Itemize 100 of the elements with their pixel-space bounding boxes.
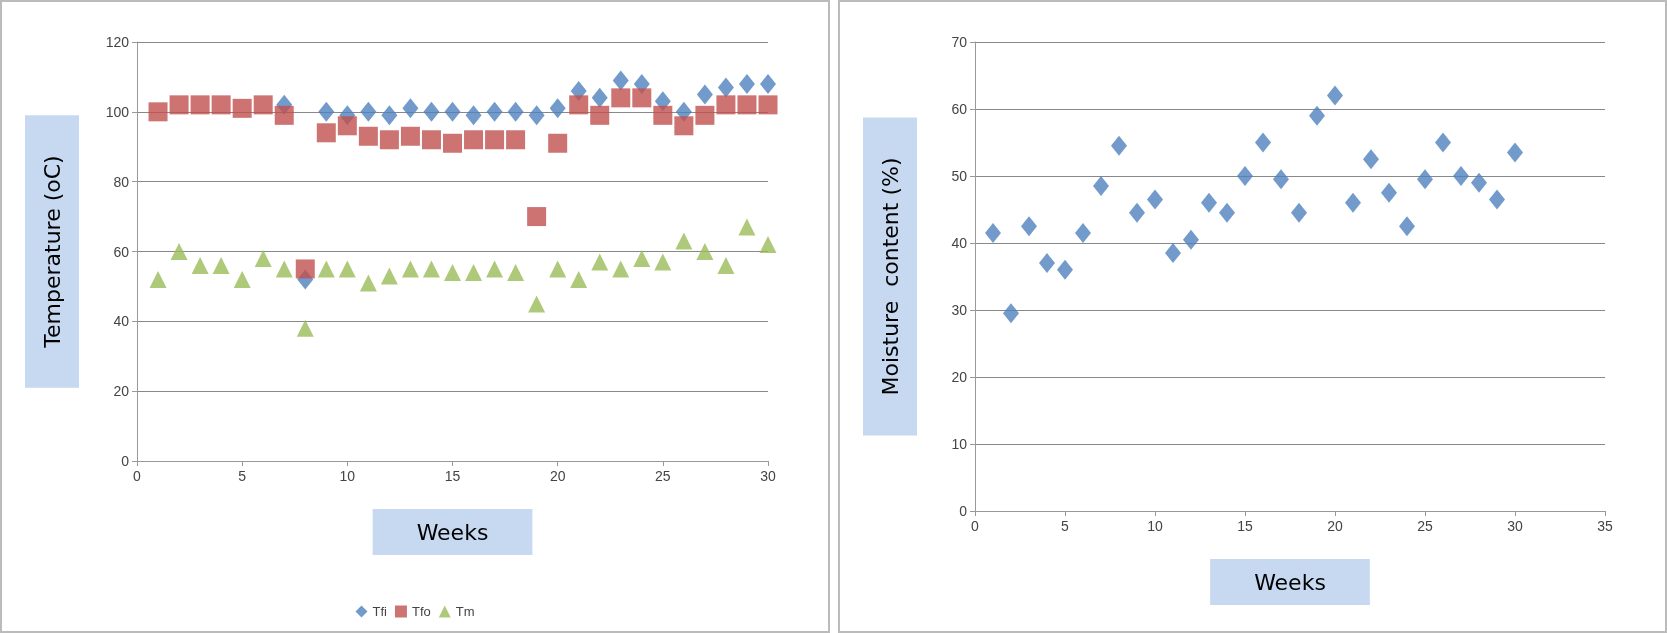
point (985, 222, 1001, 243)
point (696, 84, 713, 105)
point (191, 256, 209, 274)
x-tick-label: 20 (1327, 518, 1343, 534)
point (549, 98, 566, 119)
y-tick-label: 100 (105, 103, 130, 120)
y-tick-label: 120 (105, 34, 130, 50)
point (1291, 202, 1307, 223)
y-tick-label: 60 (113, 243, 130, 260)
point (1129, 202, 1145, 223)
point (169, 95, 189, 115)
point (569, 95, 589, 115)
point (1327, 85, 1343, 106)
point (632, 88, 652, 108)
point (717, 77, 734, 98)
y-axis-title: Temperature (oC) (39, 155, 65, 349)
point (675, 232, 693, 250)
y-tick-label: 70 (951, 34, 968, 50)
point (1435, 132, 1451, 153)
point (379, 130, 399, 150)
point (1075, 222, 1091, 243)
point (612, 260, 630, 278)
point (359, 274, 377, 292)
point (1309, 105, 1325, 126)
x-tick-label: 0 (971, 518, 980, 534)
x-tick-label: 25 (1417, 518, 1433, 534)
point (465, 105, 482, 126)
point (1165, 243, 1181, 264)
point (444, 263, 461, 281)
point (253, 95, 273, 115)
point (1183, 229, 1199, 250)
x-tick-label: 0 (133, 468, 142, 484)
point (528, 105, 545, 126)
point (1453, 166, 1469, 186)
point (275, 260, 293, 278)
y-tick-label: 0 (959, 503, 968, 519)
point (422, 260, 440, 278)
point (506, 130, 526, 150)
x-tick-label: 15 (1237, 518, 1253, 534)
point (674, 116, 694, 136)
point (149, 270, 167, 288)
point (1003, 303, 1019, 324)
point (1111, 135, 1127, 156)
point (1489, 189, 1505, 210)
point (401, 260, 419, 278)
point (527, 207, 547, 227)
point (633, 249, 651, 267)
point (211, 95, 231, 115)
point (548, 133, 568, 153)
point (760, 73, 776, 94)
x-tick-label: 5 (238, 468, 247, 484)
x-tick-label: 35 (1597, 518, 1613, 534)
point (232, 98, 252, 118)
legend-label: Tfi (372, 604, 388, 619)
y-tick-label: 0 (121, 453, 130, 469)
point (1255, 132, 1271, 153)
point (296, 319, 314, 337)
x-tick-label: 25 (655, 468, 671, 484)
point (381, 105, 398, 126)
point (717, 256, 735, 274)
point (233, 270, 251, 288)
point (1237, 166, 1253, 186)
point (1057, 259, 1073, 280)
y-tick-label: 40 (951, 235, 968, 251)
point (1471, 172, 1487, 193)
point (212, 256, 230, 274)
y-tick-label: 20 (113, 383, 130, 400)
point (317, 260, 335, 278)
point (170, 243, 188, 260)
point (738, 73, 755, 94)
point (1219, 202, 1235, 223)
point (1417, 169, 1433, 190)
x-tick-label: 10 (1147, 518, 1163, 534)
point (1021, 216, 1037, 237)
point (444, 101, 461, 122)
point (590, 105, 610, 125)
point (695, 105, 715, 125)
point (758, 95, 778, 115)
legend-label: Tm (455, 604, 475, 619)
point (611, 88, 631, 108)
point (486, 260, 504, 278)
point (295, 259, 315, 279)
x-axis-title: Weeks (1254, 569, 1326, 595)
point (737, 95, 757, 115)
point (759, 236, 777, 254)
point (1273, 169, 1289, 190)
point (400, 126, 420, 146)
point (402, 98, 419, 119)
x-tick-label: 10 (339, 468, 356, 484)
point (591, 87, 608, 108)
point (549, 260, 567, 278)
y-tick-label: 30 (951, 302, 968, 318)
legend-label: Tfo (411, 604, 431, 619)
point (443, 133, 462, 153)
y-tick-label: 20 (951, 369, 968, 385)
point (190, 95, 210, 115)
point (360, 101, 377, 122)
point (1201, 192, 1217, 213)
point (254, 249, 272, 267)
x-tick-label: 30 (760, 468, 776, 484)
